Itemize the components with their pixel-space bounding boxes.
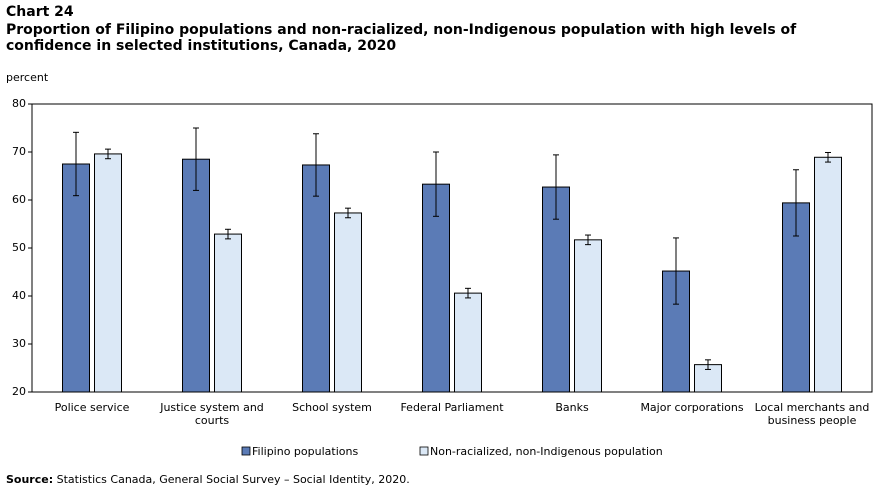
error-bar [433,151,439,217]
y-tick-label: 40 [12,289,26,302]
error-bar [825,151,831,163]
chart-label: Chart 24 [6,4,74,20]
y-tick-label: 50 [12,241,26,254]
source-text: Statistics Canada, General Social Survey… [56,473,410,486]
source-label: Source: [6,473,54,486]
legend-label: Filipino populations [252,445,358,458]
bar [422,183,450,393]
bar [62,163,90,393]
plot-frame [31,103,873,393]
bar [574,239,602,393]
bar [542,186,570,393]
y-tick-label: 60 [12,193,26,206]
bar [302,164,330,393]
error-bar [193,127,199,191]
bar [454,292,482,393]
x-tick-label: Police service [54,401,130,414]
bar [334,212,362,393]
error-bar [105,148,111,160]
x-tick-label: Banks [555,401,589,414]
x-tick-label: Justice system and courts [160,401,264,427]
x-tick-label: Local merchants and business people [754,401,870,427]
x-tick-label: Major corporations [640,401,744,414]
chart-title: Proportion of Filipino populations and n… [6,22,797,54]
error-bar [673,237,679,305]
error-bar [585,234,591,246]
y-axis-label: percent [6,71,49,84]
y-tick-label: 80 [12,97,26,110]
y-tick-label: 30 [12,337,26,350]
x-tick-label: Federal Parliament [400,401,504,414]
legend-label: Non-racialized, non-Indigenous populatio… [430,445,663,458]
error-bar [793,169,799,237]
error-bar [73,131,79,197]
legend-swatch [419,446,429,456]
legend-swatch [241,446,251,456]
x-tick-label: School system [292,401,372,414]
bar [182,158,210,393]
error-bar [345,207,351,219]
bar [814,156,842,393]
error-bar [225,228,231,240]
error-bar [313,133,319,197]
source: Source: Statistics Canada, General Socia… [6,473,410,486]
y-tick-label: 20 [12,385,26,398]
bar [214,233,242,393]
y-tick-label: 70 [12,145,26,158]
error-bar [465,287,471,299]
error-bar [553,154,559,220]
error-bar [705,359,711,370]
bar [94,153,122,393]
